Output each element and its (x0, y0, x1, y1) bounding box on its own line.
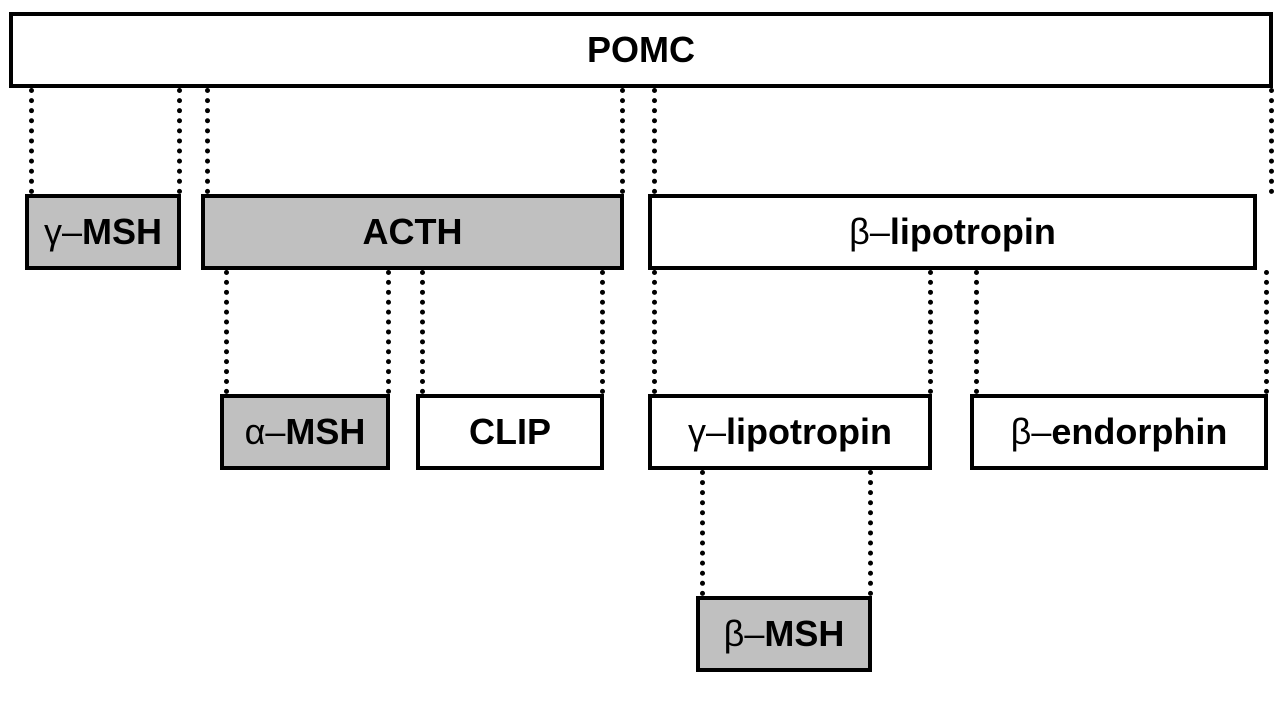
node-label: MSH (764, 613, 844, 655)
node-acth: ACTH (201, 194, 624, 270)
connector (600, 270, 605, 394)
connector (868, 470, 873, 596)
node-label: POMC (587, 29, 695, 71)
node-clip: CLIP (416, 394, 604, 470)
node-gamma-lipo: γ–lipotropin (648, 394, 932, 470)
node-label: endorphin (1051, 411, 1227, 453)
connector (205, 88, 210, 194)
greek-prefix: β– (1011, 411, 1052, 453)
connector (700, 470, 705, 596)
node-label: MSH (285, 411, 365, 453)
connector (928, 270, 933, 394)
node-alpha-msh: α–MSH (220, 394, 390, 470)
connector (224, 270, 229, 394)
connector (1264, 270, 1269, 394)
node-beta-endorphin: β–endorphin (970, 394, 1268, 470)
greek-prefix: β– (724, 613, 765, 655)
connector (177, 88, 182, 194)
greek-prefix: α– (245, 411, 286, 453)
greek-prefix: γ– (688, 411, 726, 453)
connector (974, 270, 979, 394)
connector (620, 88, 625, 194)
connector (652, 88, 657, 194)
node-label: CLIP (469, 411, 551, 453)
node-label: lipotropin (890, 211, 1056, 253)
node-label: ACTH (363, 211, 463, 253)
node-gamma-msh: γ–MSH (25, 194, 181, 270)
node-label: MSH (82, 211, 162, 253)
node-beta-lipo: β–lipotropin (648, 194, 1257, 270)
connector (1269, 88, 1274, 194)
node-beta-msh: β–MSH (696, 596, 872, 672)
pomc-diagram: POMCγ–MSHACTHβ–lipotropinα–MSHCLIPγ–lipo… (0, 0, 1280, 717)
greek-prefix: β– (849, 211, 890, 253)
node-pomc: POMC (9, 12, 1273, 88)
connector (420, 270, 425, 394)
connector (29, 88, 34, 194)
connector (652, 270, 657, 394)
connector (386, 270, 391, 394)
greek-prefix: γ– (44, 211, 82, 253)
node-label: lipotropin (726, 411, 892, 453)
